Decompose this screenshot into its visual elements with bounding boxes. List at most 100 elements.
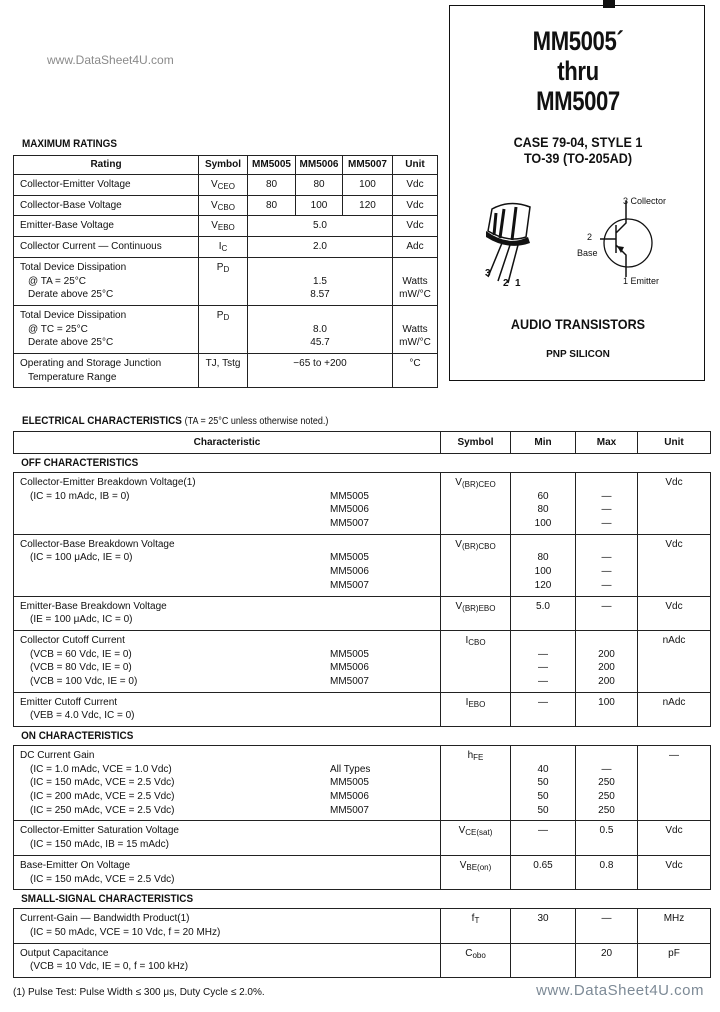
rating-line: Collector-Emitter Voltage <box>20 179 131 190</box>
symbol-cell: PD <box>198 256 248 306</box>
unit-cell: Vdc <box>637 820 711 856</box>
characteristic-text <box>20 580 30 591</box>
symbol: ICBO <box>465 635 485 647</box>
symbol-main: V <box>459 859 467 871</box>
symbol-main: P <box>216 309 224 321</box>
symbol-subscript: EBO <box>217 223 235 233</box>
value-line: 5.0 <box>313 220 327 232</box>
rating-cell: Total Device Dissipation @ TC = 25°C Derat… <box>13 304 199 355</box>
characteristic-text: (IC = 100 μAdc, IE = 0) <box>30 552 133 564</box>
column-header: Characteristic <box>13 431 441 454</box>
symbol-main: V <box>210 179 218 190</box>
device-type: MM5005 <box>330 490 369 502</box>
symbol-main: f <box>471 913 475 925</box>
symbol: hFE <box>468 750 484 762</box>
max-value: 0.8 <box>599 859 614 871</box>
max-value: 20 <box>600 947 613 959</box>
max-value: — <box>601 518 612 530</box>
unit-cell: Vdc <box>637 533 711 597</box>
characteristic-text: DC Current Gain <box>20 750 95 761</box>
unit-cell: Vdc <box>637 854 711 891</box>
value-cell: 80 <box>247 174 296 196</box>
value-line: 8.57 <box>310 289 330 301</box>
unit-line: Watts <box>402 323 428 335</box>
min-value <box>511 749 575 763</box>
max-value: — <box>601 763 612 775</box>
min-value: 40 <box>537 763 549 775</box>
characteristic-line: (IC = 50 mAdc, VCE = 10 Vdc, f = 20 MHz) <box>20 926 440 940</box>
symbol-cell: VCBO <box>198 194 248 217</box>
characteristic-text: (VEB = 4.0 Vdc, IC = 0) <box>30 710 135 722</box>
symbol-main: V <box>458 825 466 837</box>
max-value: 250 <box>598 804 615 816</box>
rating-cell: Operating and Storage Junction Temperatur… <box>13 353 199 389</box>
title-line2: thru <box>557 56 599 86</box>
table-row: Collector-Base Breakdown Voltage (IC = 10… <box>13 533 711 597</box>
min-value <box>511 538 575 552</box>
header-box: MM5005´ thru MM5007 CASE 79-04, STYLE 1 … <box>449 5 705 381</box>
unit-cell: — <box>637 744 711 822</box>
max-value: — <box>601 490 612 502</box>
unit-cell: Watts mW/°C <box>392 304 438 355</box>
column-header: Symbol <box>440 431 511 454</box>
device-type: MM5006 <box>330 662 369 674</box>
electrical-title-text: ELECTRICAL CHARACTERISTICS <box>22 415 182 427</box>
symbol-main: P <box>216 261 224 273</box>
characteristic-cell: Collector-Base Breakdown Voltage (IC = 10… <box>13 533 441 597</box>
characteristic-line: Emitter Cutoff Current <box>20 696 440 710</box>
table-row: Collector-Emitter Saturation Voltage (IC … <box>13 820 711 856</box>
symbol-cell: TJ, Tstg <box>198 353 248 389</box>
characteristic-line: (VEB = 4.0 Vdc, IC = 0) <box>20 709 440 723</box>
symbol-cell: VCE(sat) <box>440 820 511 856</box>
characteristic-text: (VCB = 10 Vdc, IE = 0, f = 100 kHz) <box>30 961 189 973</box>
section-label: ON CHARACTERISTICS <box>21 730 134 742</box>
min-cell: 80 100 120 <box>510 533 576 597</box>
min-value: — <box>538 648 548 660</box>
unit-line: Adc <box>406 241 424 253</box>
max-value <box>576 634 637 648</box>
min-cell: — <box>510 820 576 856</box>
unit-line: Watts <box>402 275 428 287</box>
value-line: 45.7 <box>310 337 330 349</box>
base-label: Base <box>577 248 598 258</box>
min-value: 50 <box>537 791 549 803</box>
characteristic-line: MM5006 <box>20 503 440 517</box>
value-cell: 120 <box>342 194 393 217</box>
symbol: fT <box>471 913 480 926</box>
value-cell: 80 <box>247 194 296 217</box>
characteristic-text: Emitter-Base Breakdown Voltage <box>20 600 167 612</box>
characteristic-text: (IC = 200 mAdc, VCE = 2.5 Vdc) <box>30 791 175 803</box>
max-value: — <box>601 913 612 925</box>
unit-cell: nAdc <box>637 691 711 728</box>
min-value: 30 <box>537 913 549 925</box>
min-value: — <box>538 825 548 837</box>
min-cell: 40 50 50 50 <box>510 744 576 822</box>
table-row: Emitter Cutoff Current (VEB = 4.0 Vdc, IC… <box>13 691 711 728</box>
symbol-cell: Cobo <box>440 942 511 978</box>
max-cell: 0.8 <box>575 854 638 891</box>
column-header: Min <box>510 431 576 454</box>
characteristic-line: (VCB = 100 Vdc, IE = 0) MM5007 <box>20 675 440 689</box>
symbol-cell: fT <box>440 908 511 944</box>
symbol: PD <box>216 261 229 274</box>
symbol-main: I <box>465 696 469 708</box>
symbol-subscript: (BR)CBO <box>461 541 496 551</box>
symbol-cell: PD <box>198 304 248 355</box>
symbol: PD <box>216 309 229 322</box>
table-row: Emitter-Base Voltage VEBO 5.0 Vdc <box>13 215 438 238</box>
case-line1: CASE 79-04, STYLE 1 <box>513 134 643 150</box>
section-label: OFF CHARACTERISTICS <box>21 457 139 469</box>
rating-line: Emitter-Base Voltage <box>20 220 114 232</box>
characteristic-text: Collector-Emitter Saturation Voltage <box>20 825 179 837</box>
symbol: VCEO <box>210 179 235 191</box>
symbol-subscript: CEO <box>217 182 235 191</box>
unit-cell: °C <box>392 353 438 389</box>
min-cell: 5.0 <box>510 595 576 631</box>
characteristic-text: (IC = 250 mAdc, VCE = 2.5 Vdc) <box>30 804 175 816</box>
symbol-subscript: T <box>474 916 480 926</box>
table-row: Collector Current — Continuous IC 2.0 Adc <box>13 236 438 258</box>
min-value: 80 <box>537 552 549 564</box>
characteristic-text <box>20 518 30 529</box>
symbol-main: V <box>210 199 218 211</box>
characteristic-text: (VCB = 60 Vdc, IE = 0) <box>30 648 132 660</box>
